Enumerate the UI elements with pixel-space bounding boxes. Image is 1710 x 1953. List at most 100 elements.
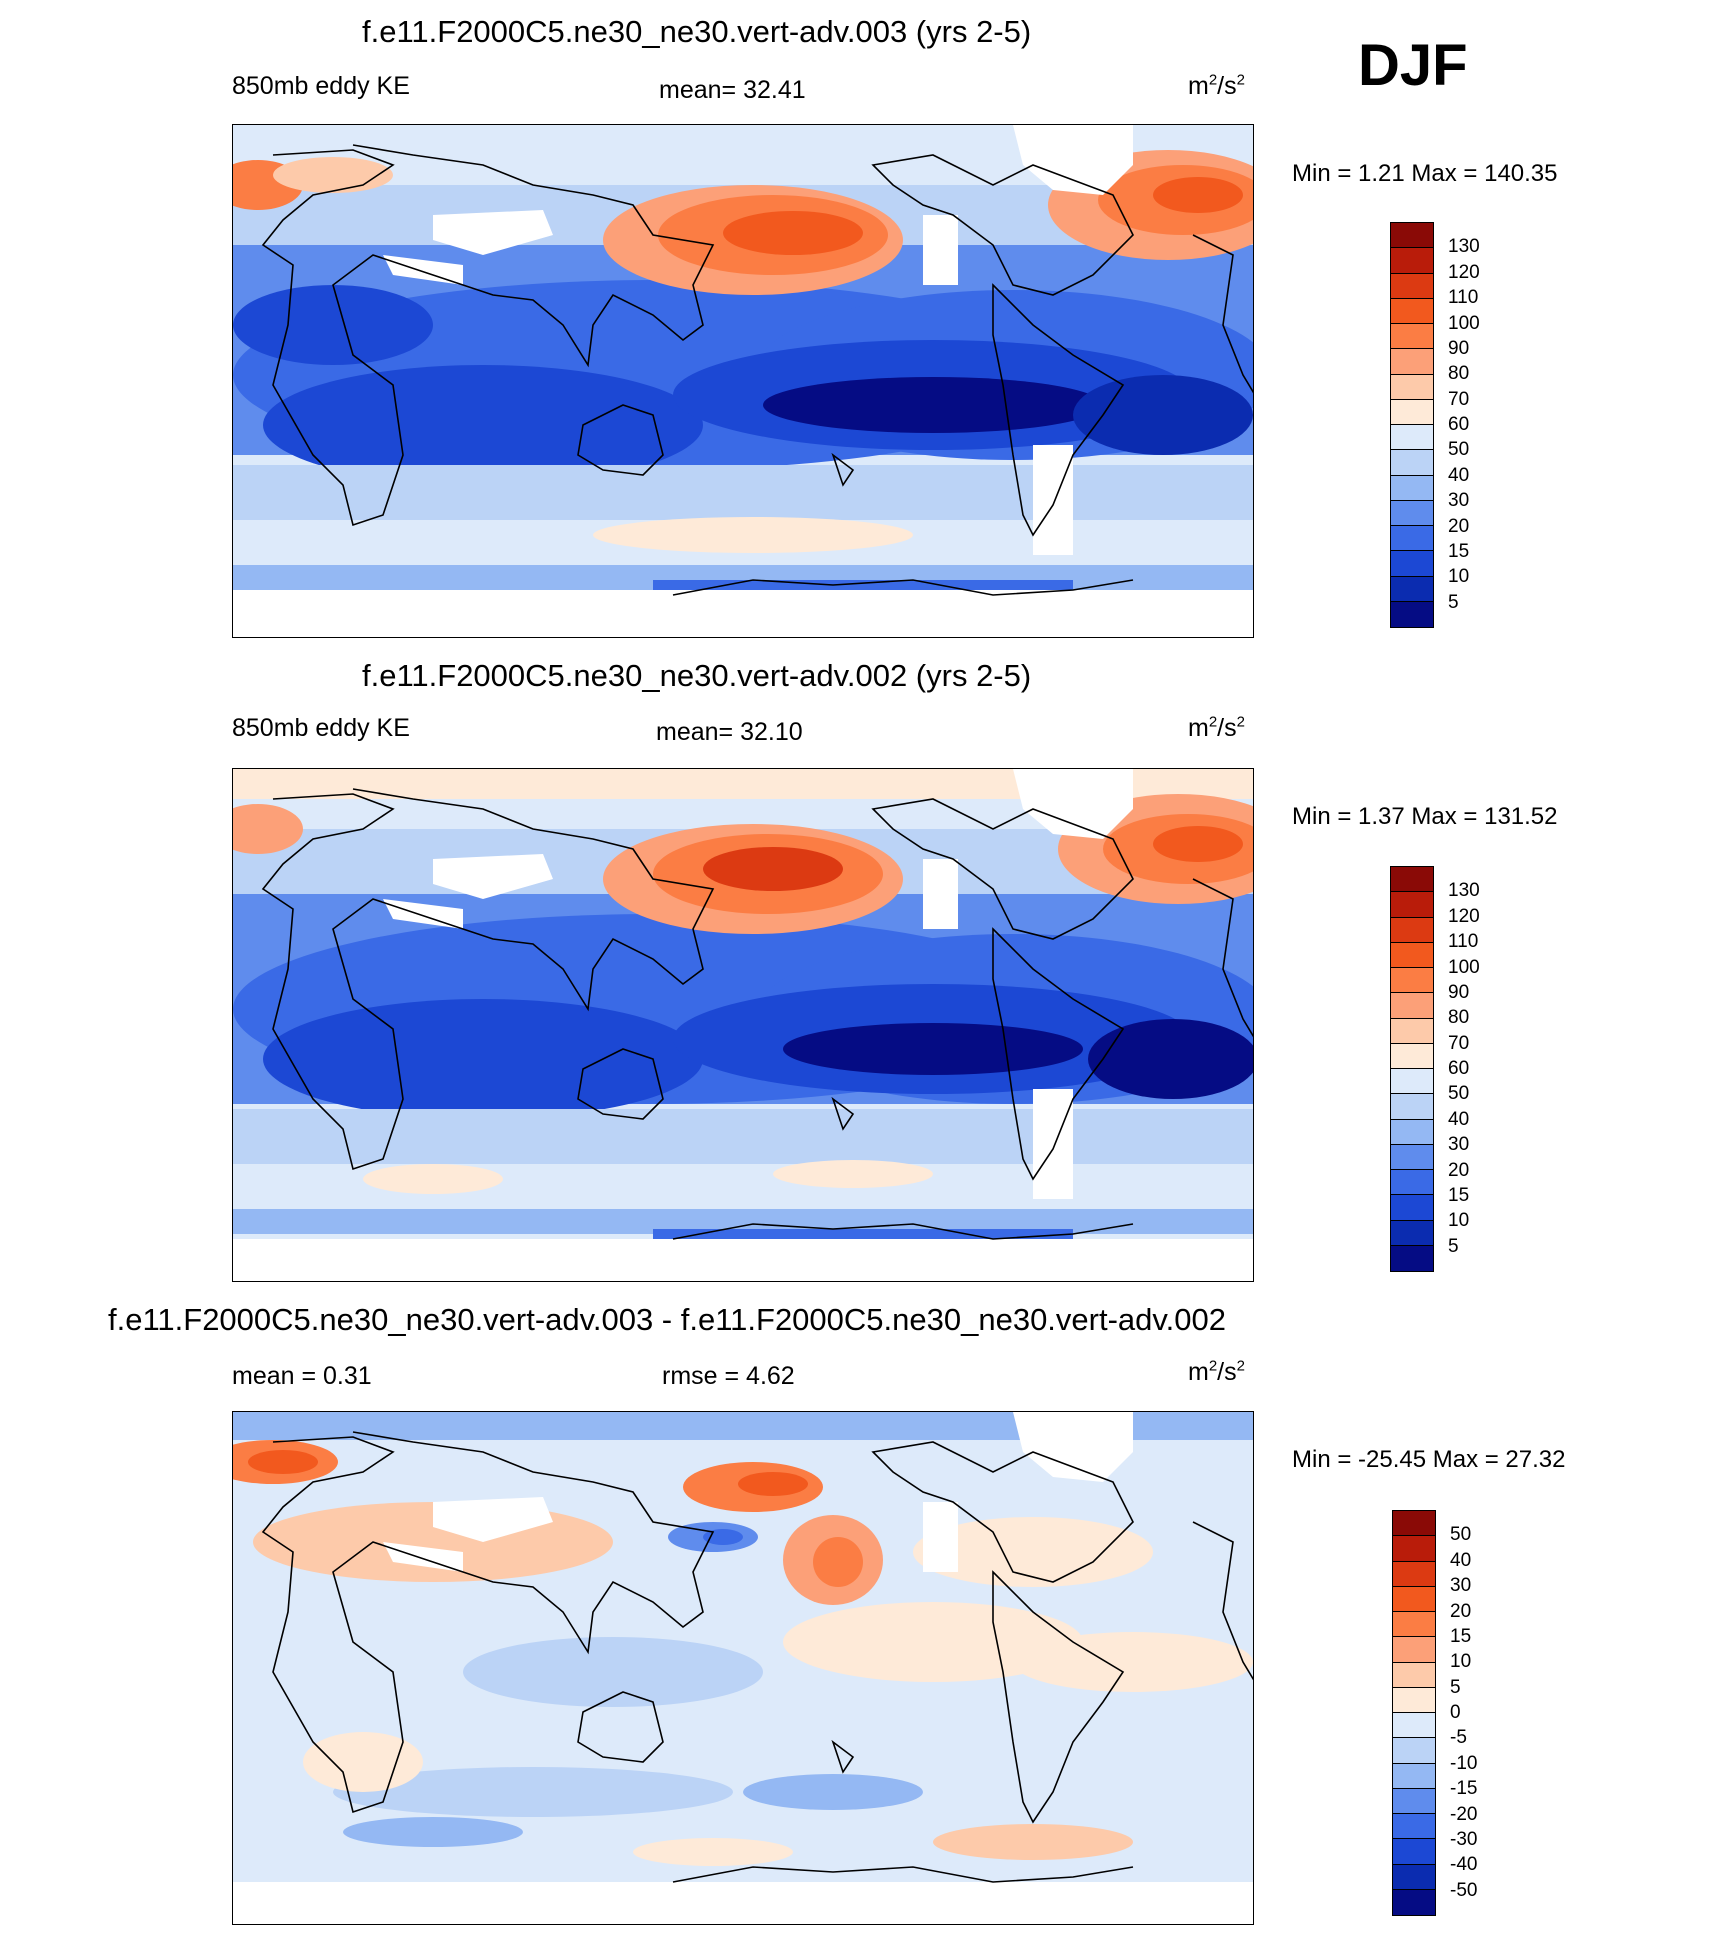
- colorbar-swatch: [1391, 1069, 1433, 1095]
- colorbar-swatch: [1393, 1814, 1435, 1840]
- colorbar-label: 20: [1448, 1159, 1470, 1181]
- panel3-units: m2/s2: [1188, 1357, 1245, 1386]
- colorbar-swatch: [1391, 298, 1433, 324]
- colorbar-label: 40: [1450, 1549, 1472, 1571]
- colorbar-swatch: [1391, 1043, 1433, 1069]
- colorbar-swatch: [1391, 1245, 1433, 1271]
- colorbar-label: 130: [1448, 880, 1480, 902]
- colorbar-label: 5: [1450, 1676, 1461, 1698]
- colorbar-swatch: [1393, 1586, 1435, 1612]
- colorbar-swatch: [1393, 1637, 1435, 1663]
- colorbar-swatch: [1393, 1738, 1435, 1764]
- colorbar-label: 90: [1448, 337, 1470, 359]
- colorbar-swatch: [1391, 1144, 1433, 1170]
- colorbar-swatch: [1393, 1561, 1435, 1587]
- colorbar-swatch: [1391, 892, 1433, 918]
- colorbar-label: 10: [1450, 1651, 1472, 1673]
- panel2-variable-label: 850mb eddy KE: [232, 714, 410, 742]
- panel3-map: [232, 1411, 1254, 1925]
- colorbar-label: 30: [1448, 490, 1470, 512]
- colorbar-label: -20: [1450, 1803, 1478, 1825]
- panel1-title: f.e11.F2000C5.ne30_ne30.vert-adv.003 (yr…: [362, 14, 1032, 49]
- colorbar-label: 5: [1448, 1235, 1459, 1257]
- colorbar-label: -40: [1450, 1854, 1478, 1876]
- panel2-minmax: Min = 1.37 Max = 131.52: [1292, 803, 1558, 830]
- colorbar-swatch: [1393, 1612, 1435, 1638]
- colorbar-label: 50: [1448, 439, 1470, 461]
- colorbar-swatch: [1393, 1511, 1435, 1537]
- colorbar-label: 30: [1448, 1134, 1470, 1156]
- panel1-field: [233, 125, 1253, 637]
- panel1-colorbar: [1390, 222, 1434, 628]
- colorbar-swatch: [1391, 576, 1433, 602]
- colorbar-label: 15: [1448, 1184, 1470, 1206]
- panel3-colorbar: [1392, 1510, 1436, 1916]
- colorbar-label: -15: [1450, 1778, 1478, 1800]
- panel2-coastlines: [261, 788, 1253, 1240]
- colorbar-label: 70: [1448, 388, 1470, 410]
- colorbar-label: 90: [1448, 981, 1470, 1003]
- colorbar-label: 40: [1448, 1108, 1470, 1130]
- colorbar-swatch: [1391, 867, 1433, 893]
- colorbar-swatch: [1391, 223, 1433, 249]
- colorbar-label: 40: [1448, 464, 1470, 486]
- colorbar-swatch: [1393, 1763, 1435, 1789]
- colorbar-swatch: [1391, 1195, 1433, 1221]
- colorbar-swatch: [1393, 1536, 1435, 1562]
- colorbar-label: 10: [1448, 566, 1470, 588]
- colorbar-swatch: [1391, 1170, 1433, 1196]
- colorbar-label: 70: [1448, 1032, 1470, 1054]
- panel1-map: [232, 124, 1254, 638]
- colorbar-swatch: [1391, 248, 1433, 274]
- colorbar-label: 5: [1448, 591, 1459, 613]
- panel2-mean: mean= 32.10: [656, 718, 803, 746]
- colorbar-label: -30: [1450, 1828, 1478, 1850]
- colorbar-label: 110: [1448, 287, 1479, 309]
- colorbar-swatch: [1391, 273, 1433, 299]
- colorbar-swatch: [1391, 450, 1433, 476]
- colorbar-swatch: [1393, 1788, 1435, 1814]
- colorbar-swatch: [1391, 551, 1433, 577]
- panel1-minmax: Min = 1.21 Max = 140.35: [1292, 160, 1558, 187]
- panel2-map: [232, 768, 1254, 1282]
- season-label: DJF: [1358, 33, 1468, 98]
- colorbar-label: 0: [1450, 1702, 1461, 1723]
- colorbar-swatch: [1391, 500, 1433, 526]
- colorbar-swatch: [1391, 601, 1433, 627]
- colorbar-swatch: [1393, 1687, 1435, 1713]
- colorbar-label: -5: [1450, 1727, 1467, 1749]
- colorbar-swatch: [1393, 1889, 1435, 1915]
- colorbar-label: 60: [1448, 414, 1470, 435]
- panel1-units: m2/s2: [1188, 71, 1245, 100]
- colorbar-label: 120: [1448, 905, 1480, 927]
- panel1-coastlines: [261, 144, 1253, 596]
- colorbar-swatch: [1393, 1662, 1435, 1688]
- colorbar-label: 15: [1448, 540, 1470, 562]
- colorbar-label: 100: [1448, 312, 1480, 334]
- panel2-colorbar: [1390, 866, 1434, 1272]
- panel1-variable-label: 850mb eddy KE: [232, 72, 410, 100]
- colorbar-swatch: [1391, 399, 1433, 425]
- colorbar-label: -10: [1450, 1752, 1478, 1774]
- panel3-coastlines: [261, 1431, 1253, 1883]
- colorbar-label: -50: [1450, 1879, 1478, 1901]
- colorbar-swatch: [1391, 374, 1433, 400]
- colorbar-swatch: [1391, 1119, 1433, 1145]
- colorbar-swatch: [1391, 942, 1433, 968]
- colorbar-label: 80: [1448, 1007, 1470, 1029]
- colorbar-label: 60: [1448, 1058, 1470, 1079]
- panel2-units: m2/s2: [1188, 713, 1245, 742]
- panel3-rmse: rmse = 4.62: [662, 1362, 795, 1390]
- colorbar-swatch: [1391, 526, 1433, 552]
- colorbar-label: 120: [1448, 261, 1480, 283]
- colorbar-swatch: [1391, 425, 1433, 451]
- panel3-mean: mean = 0.31: [232, 1362, 372, 1390]
- colorbar-swatch: [1391, 1018, 1433, 1044]
- colorbar-swatch: [1391, 968, 1433, 994]
- colorbar-label: 80: [1448, 363, 1470, 385]
- colorbar-label: 30: [1450, 1575, 1472, 1597]
- colorbar-label: 10: [1448, 1210, 1470, 1232]
- colorbar-swatch: [1391, 917, 1433, 943]
- colorbar-swatch: [1391, 475, 1433, 501]
- colorbar-swatch: [1391, 993, 1433, 1019]
